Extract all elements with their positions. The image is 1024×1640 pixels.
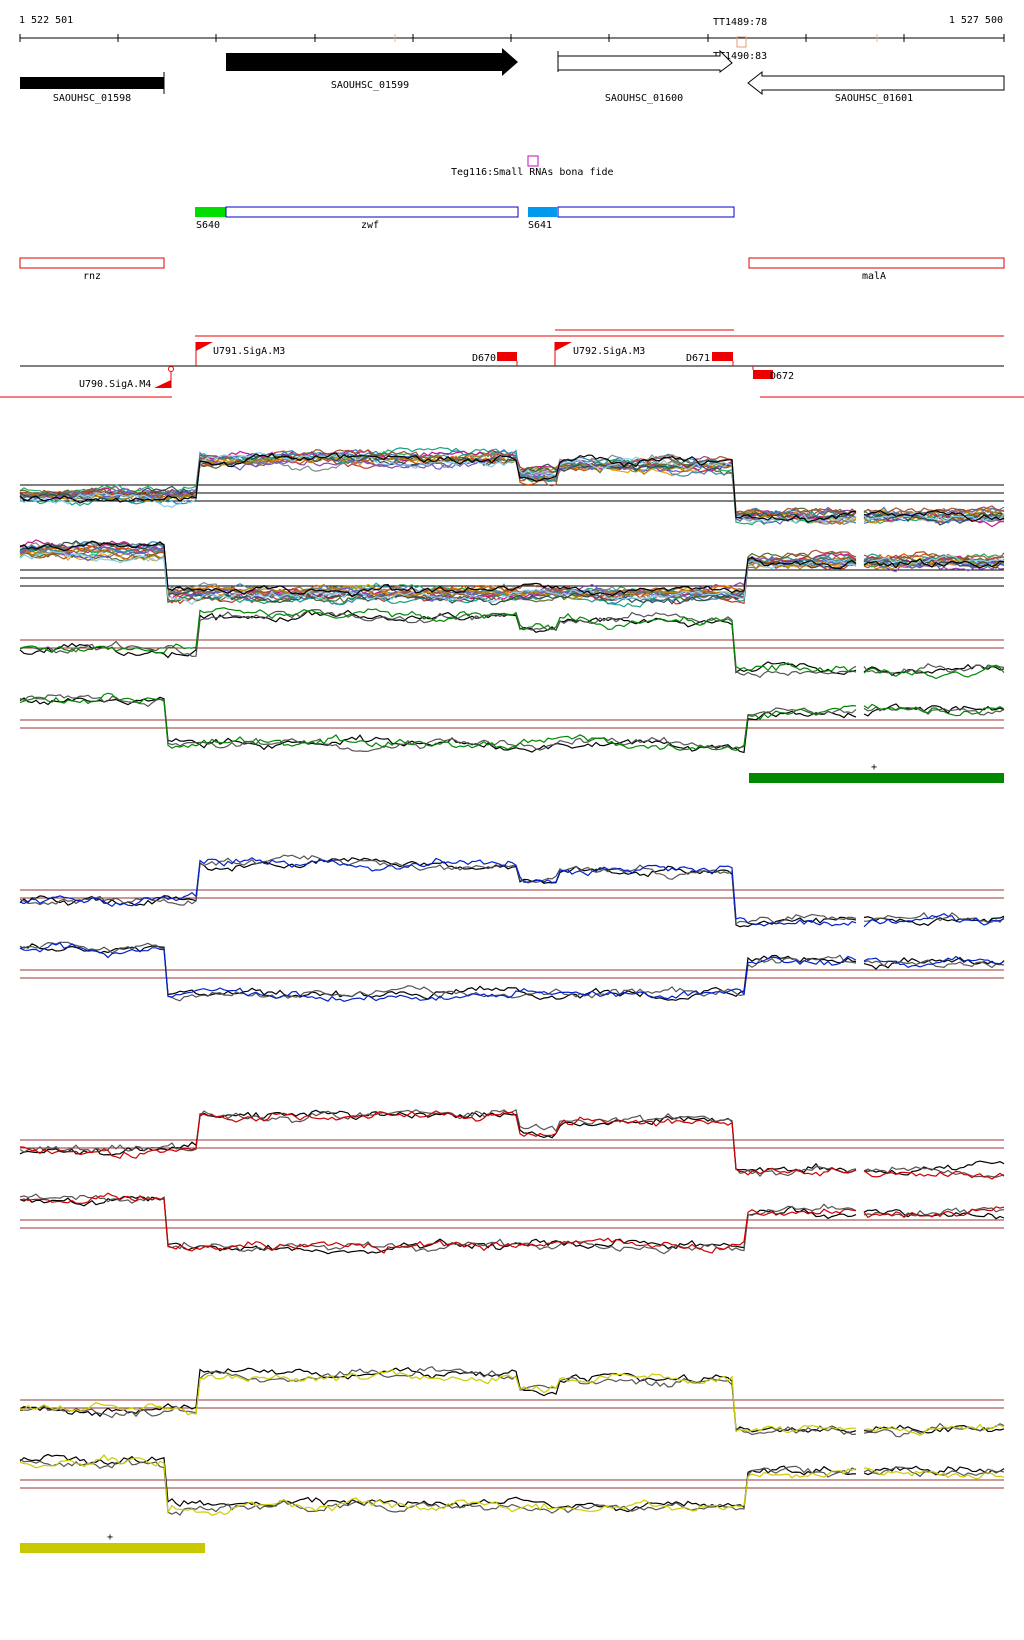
bar-marker: + [107, 1532, 113, 1543]
expression-profile[interactable] [19, 942, 1005, 1002]
expression-profile[interactable] [19, 692, 1005, 752]
expression-profile[interactable] [19, 1109, 1005, 1178]
gene-saouhsc-01599[interactable]: SAOUHSC_01599 [226, 48, 518, 91]
gene-label: SAOUHSC_01600 [605, 93, 683, 104]
expression-profile[interactable] [19, 857, 1005, 928]
terminator-d672[interactable]: D672 [752, 366, 794, 382]
expression-profile[interactable] [19, 454, 1005, 525]
yellow-bar[interactable] [20, 1543, 205, 1553]
expression-profile[interactable] [19, 1454, 1005, 1516]
expression-profile[interactable] [19, 550, 1005, 606]
expression-profile[interactable] [19, 609, 1005, 677]
operon-label: S641 [528, 220, 552, 231]
expression-profile[interactable] [19, 1110, 1005, 1180]
gene-saouhsc-01598[interactable]: SAOUHSC_01598 [20, 72, 165, 104]
condition-blue-reverse [19, 941, 1005, 1002]
ruler-ticks [19, 34, 1005, 42]
promoter-u791[interactable]: U791.SigA.M3 [195, 342, 285, 366]
promoter-label: U792.SigA.M3 [573, 346, 645, 357]
gene-saouhsc-01600[interactable]: SAOUHSC_01600 [557, 49, 733, 104]
gene-label: SAOUHSC_01599 [331, 80, 409, 91]
expression-profile[interactable] [19, 608, 1005, 679]
terminator-label: D670 [472, 353, 496, 364]
srna-feature[interactable]: Teg116:Small RNAs bona fide [451, 155, 614, 178]
condition-red-forward [19, 1109, 1005, 1180]
terminator-label[interactable]: TT1490:83 [713, 51, 767, 62]
expression-profile[interactable] [19, 1109, 1005, 1176]
promoter-u790[interactable]: U790.SigA.M4 [79, 366, 174, 390]
ruler-start-label: 1 522 501 [19, 15, 73, 26]
expression-profile[interactable] [19, 857, 1005, 928]
expression-profile[interactable] [19, 941, 1005, 1002]
all-conditions-reverse [19, 539, 1005, 608]
promoter-label: U790.SigA.M4 [79, 379, 151, 390]
position-ruler: 1 522 501 1 527 500 TT1489:78 TT1490:83 [19, 15, 1005, 62]
condition-green-forward [19, 607, 1005, 680]
operon-track: S640 zwf S641 [195, 206, 735, 231]
expression-profile[interactable] [19, 453, 1005, 526]
gene-name-box-rnz[interactable] [19, 257, 165, 269]
operon-label: S640 [196, 220, 220, 231]
expression-profile[interactable] [19, 540, 1005, 606]
transcription-unit-track: U791.SigA.M3 U792.SigA.M3 U790.SigA.M4 D… [0, 329, 1024, 398]
expression-profile[interactable] [19, 540, 1005, 598]
operon-block-s641[interactable] [528, 207, 557, 217]
condition-bar-green[interactable]: + [749, 762, 1004, 783]
terminator-marker[interactable] [736, 36, 747, 48]
gene-name-label: rnz [83, 271, 101, 282]
gene-name-track: rnz malA [19, 257, 1005, 282]
expression-profile[interactable] [19, 1192, 1005, 1254]
srna-marker[interactable] [527, 155, 539, 167]
terminator-d671[interactable]: D671 [686, 352, 734, 366]
expression-profile[interactable] [19, 452, 1005, 522]
operon-block[interactable] [557, 206, 735, 218]
operon-label: zwf [361, 220, 379, 231]
condition-red-reverse [19, 1192, 1005, 1255]
operon-block-s640[interactable] [195, 207, 226, 217]
promoter-label: U791.SigA.M3 [213, 346, 285, 357]
expression-profile[interactable] [19, 1368, 1005, 1437]
gene-name-box-mala[interactable] [748, 257, 1005, 269]
expression-profile[interactable] [19, 854, 1005, 925]
terminator-label: D671 [686, 353, 710, 364]
operon-block-zwf[interactable] [225, 206, 519, 218]
terminator-label[interactable]: TT1489:78 [713, 17, 767, 28]
terminator-d670[interactable]: D670 [472, 352, 518, 366]
bar-marker: + [871, 762, 877, 773]
gene-saouhsc-01601[interactable]: SAOUHSC_01601 [747, 70, 1005, 104]
gene-label: SAOUHSC_01598 [53, 93, 131, 104]
condition-blue-forward [19, 854, 1005, 928]
condition-green-reverse [19, 692, 1005, 754]
ruler-end-label: 1 527 500 [949, 15, 1003, 26]
gene-track: SAOUHSC_01598 SAOUHSC_01599 SAOUHSC_0160… [20, 48, 1005, 104]
srna-label: Teg116:Small RNAs bona fide [451, 167, 614, 178]
green-bar[interactable] [749, 773, 1004, 783]
gene-label: SAOUHSC_01601 [835, 93, 913, 104]
expression-profile[interactable] [19, 452, 1005, 523]
condition-yellow-reverse [19, 1453, 1005, 1516]
condition-bar-yellow[interactable]: + [20, 1532, 205, 1553]
condition-yellow-forward [19, 1366, 1005, 1438]
terminator-label: D672 [770, 371, 794, 382]
expression-profile[interactable] [19, 1366, 1005, 1438]
expression-profile[interactable] [19, 943, 1005, 1001]
all-conditions-forward [19, 446, 1005, 528]
expression-tracks [19, 446, 1005, 1516]
expression-profile[interactable] [19, 454, 1005, 525]
expression-profile[interactable] [19, 607, 1005, 680]
gene-name-label: malA [862, 271, 886, 282]
promoter-u792[interactable]: U792.SigA.M3 [554, 342, 645, 366]
